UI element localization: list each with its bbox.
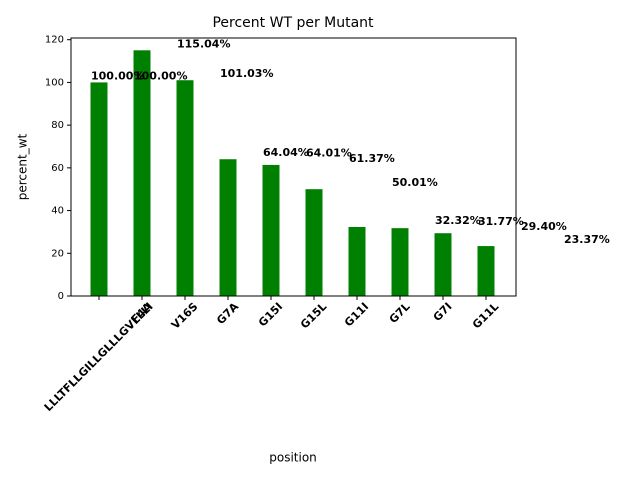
bar xyxy=(434,233,452,296)
chart-title: Percent WT per Mutant xyxy=(212,15,374,31)
data-label: 64.01% xyxy=(306,146,352,159)
bar xyxy=(176,80,194,297)
bar xyxy=(262,164,280,296)
data-label: 31.77% xyxy=(478,215,524,228)
bar xyxy=(348,226,366,296)
x-tick-label: G11L xyxy=(470,300,501,331)
data-label: 50.01% xyxy=(392,176,438,189)
x-tick-label: G7I xyxy=(431,300,455,324)
x-tick-label: G11I xyxy=(342,300,371,329)
data-label: 100.00% xyxy=(91,69,144,82)
data-label: 23.37% xyxy=(564,233,610,246)
plot-frame xyxy=(70,37,517,297)
bar xyxy=(219,159,237,296)
bar xyxy=(133,50,151,296)
data-label: 100.00% xyxy=(134,69,187,82)
bar xyxy=(391,228,409,296)
data-label: 32.32% xyxy=(435,214,481,227)
y-tick-label: 20 xyxy=(51,248,64,259)
x-axis-label: position xyxy=(269,451,317,465)
data-label: 101.03% xyxy=(220,67,273,80)
bar xyxy=(477,246,495,296)
data-label: 29.40% xyxy=(521,220,567,233)
data-label: 115.04% xyxy=(177,37,230,50)
y-tick-label: 40 xyxy=(51,206,64,217)
y-axis-label: percent_wt xyxy=(16,133,30,200)
x-tick-label: V16S xyxy=(169,300,201,332)
data-label: 64.04% xyxy=(263,146,309,159)
data-label: 61.37% xyxy=(349,152,395,165)
y-tick-label: 100 xyxy=(45,77,64,88)
y-tick-label: 120 xyxy=(45,35,64,46)
bar xyxy=(305,189,323,296)
bar xyxy=(90,82,108,296)
x-tick-label: G15L xyxy=(298,300,329,331)
x-tick-label: G7A xyxy=(214,300,241,327)
y-tick-label: 60 xyxy=(51,163,64,174)
x-tick-label: G15I xyxy=(256,300,285,329)
y-tick-label: 80 xyxy=(51,120,64,131)
y-tick-label: 0 xyxy=(58,291,64,302)
x-tick-label: G7L xyxy=(387,300,413,326)
